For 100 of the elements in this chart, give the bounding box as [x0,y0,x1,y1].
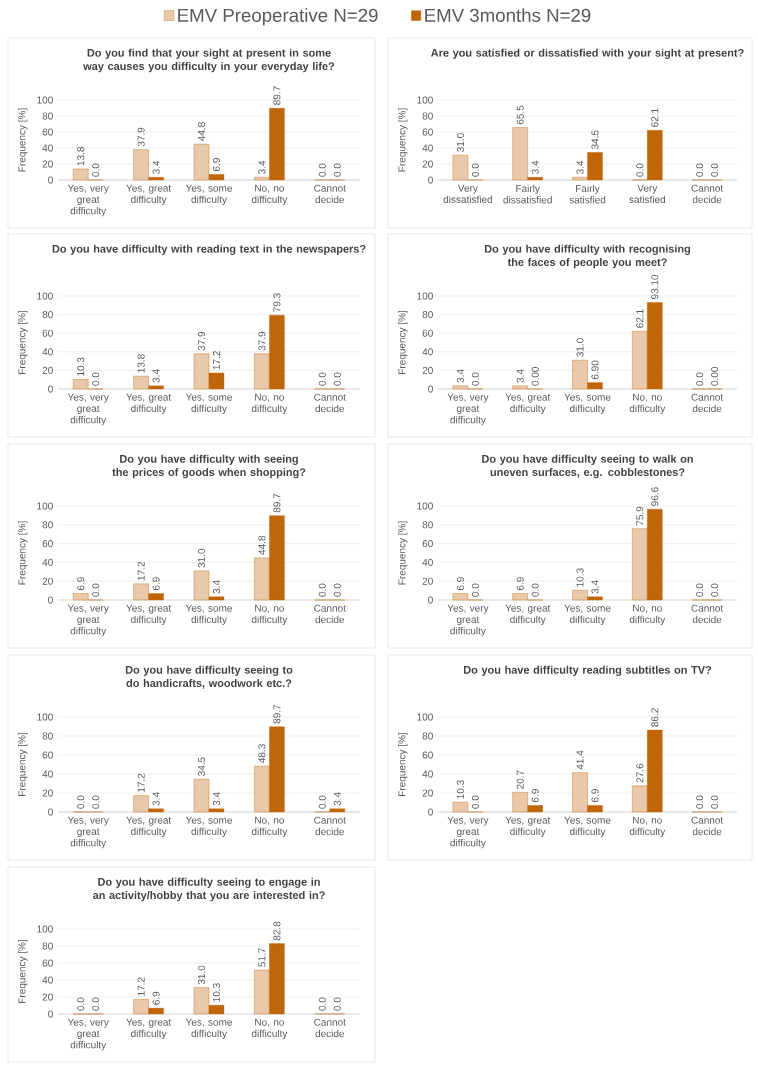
data-label: 0.0 [92,997,100,1011]
x-tick-label: No, no difficulty [629,816,666,837]
data-label: 0.0 [471,795,479,809]
y-axis-title: Frequency [%] [18,732,28,796]
x-tick-label: No, no difficulty [251,604,288,625]
x-tick-label: Yes, great difficulty [126,604,172,625]
y-tick-label: 40 [42,558,53,566]
y-tick-label: 40 [42,144,53,152]
y-axis-title: Frequency [%] [18,939,28,1003]
data-label: 3.4 [333,792,341,806]
data-label: 3.4 [456,369,464,383]
y-tick-label: 60 [42,959,53,967]
y-tick-label: 0 [428,808,433,816]
chart-title: Do you have difficulty with reading text in the newspapers? [52,244,366,255]
y-tick-label: 60 [42,751,53,759]
chart-title: Are you satisfied or dissatisfied with your sight at present? [431,48,744,59]
data-label: 0.0 [318,583,326,597]
data-label: 37.9 [258,331,266,351]
y-tick-label: 20 [422,366,433,374]
x-tick-label: Cannot decide [691,604,724,624]
data-label: 31.0 [576,338,584,357]
x-tick-label: Yes, some difficulty [185,393,232,414]
data-label: 0.0 [333,372,341,386]
data-label: 27.6 [636,763,644,783]
y-axis-title: Frequency [%] [398,732,408,796]
y-tick-label: 20 [422,160,433,168]
data-label: 89.7 [273,493,281,513]
data-label: 3.4 [531,160,539,174]
chart-title: Do you have difficulty seeing to engage in an activity/hobby that you are interested in? [92,877,325,902]
data-label: 0.00 [711,366,719,386]
data-label: 0.0 [696,163,704,177]
data-label: 0.0 [333,583,341,597]
y-tick-label: 100 [37,713,53,721]
y-tick-label: 60 [422,128,433,136]
chart-title: Do you have difficulty seeing to walk on uneven surfaces, e.g. cobblestones? [482,454,693,479]
data-label: 10.3 [456,780,464,799]
data-label: 3.4 [212,792,221,806]
data-label: 3.4 [212,580,221,594]
x-tick-label: Cannot decide [314,816,346,836]
data-label: 0.0 [318,795,326,809]
y-tick-label: 100 [37,502,53,510]
y-tick-label: 100 [417,713,433,721]
x-tick-label: Yes, some difficulty [185,604,232,625]
y-tick-label: 20 [422,577,433,585]
x-tick-label: Yes, some difficulty [564,816,611,837]
x-tick-label: Yes, great difficulty [126,184,172,205]
data-label: 93.10 [651,274,659,300]
data-label: 0.0 [318,372,326,386]
data-label: 31.0 [197,548,206,568]
x-tick-label: Cannot decide [314,1018,346,1038]
x-tick-label: Very dissatisfied [443,184,492,204]
x-tick-label: Yes, very great difficulty [447,604,489,637]
x-tick-label: Fairly satisfied [569,184,606,204]
data-label: 0.0 [471,163,479,177]
chart-title: Do you find that your sight at present in some way causes you difficulty in your everyday life? [83,48,335,73]
data-label: 0.0 [92,372,100,386]
data-label: 20.7 [516,770,524,789]
y-tick-label: 20 [42,993,53,1001]
data-label: 65.5 [516,105,524,125]
y-axis-title: Frequency [%] [398,108,408,172]
data-label: 13.8 [77,146,85,166]
y-tick-label: 40 [42,348,53,356]
x-tick-label: Very satisfied [629,184,665,204]
x-tick-label: Cannot decide [691,393,724,413]
x-tick-label: Yes, some difficulty [185,184,232,205]
y-tick-label: 0 [428,176,433,184]
chart-title: Do you have difficulty reading subtitles on TV? [464,665,712,676]
x-tick-label: Yes, some difficulty [185,816,232,837]
data-label: 6.9 [152,577,160,591]
legend-label: EMV 3months N=29 [425,8,591,22]
data-label: 6.9 [591,789,599,802]
data-label: 89.7 [273,86,281,105]
y-tick-label: 0 [48,808,53,816]
x-tick-label: Yes, great difficulty [126,1018,172,1039]
data-label: 3.4 [258,160,266,174]
y-tick-label: 40 [422,770,433,778]
data-label: 3.4 [152,160,160,174]
y-tick-label: 60 [42,540,53,548]
data-label: 0.0 [318,997,326,1011]
data-label: 0.0 [696,372,704,386]
chart-title: Do you have difficulty seeing to do handicrafts, woodwork etc.? [125,665,293,689]
y-tick-label: 80 [422,732,433,740]
data-label: 6.9 [531,789,539,802]
data-label: 34.5 [591,130,599,150]
x-tick-label: Fairly dissatisfied [503,184,552,204]
y-tick-label: 100 [37,925,53,933]
data-label: 10.3 [77,357,85,376]
chart-title: Do you have difficulty with seeing the prices of goods when shopping? [112,454,306,479]
y-tick-label: 80 [422,311,433,319]
x-tick-label: No, no difficulty [251,393,288,414]
chart-title: Do you have difficulty with recognising the faces of people you meet? [484,244,691,269]
data-label: 13.8 [137,354,145,373]
data-label: 0.0 [711,163,719,177]
x-tick-label: Yes, very great difficulty [67,1018,109,1051]
data-label: 62.1 [636,309,644,328]
data-label: 0.0 [92,163,100,177]
y-tick-label: 0 [48,385,53,393]
data-label: 6.9 [456,577,464,591]
y-tick-label: 80 [42,521,53,529]
y-tick-label: 60 [42,329,53,337]
